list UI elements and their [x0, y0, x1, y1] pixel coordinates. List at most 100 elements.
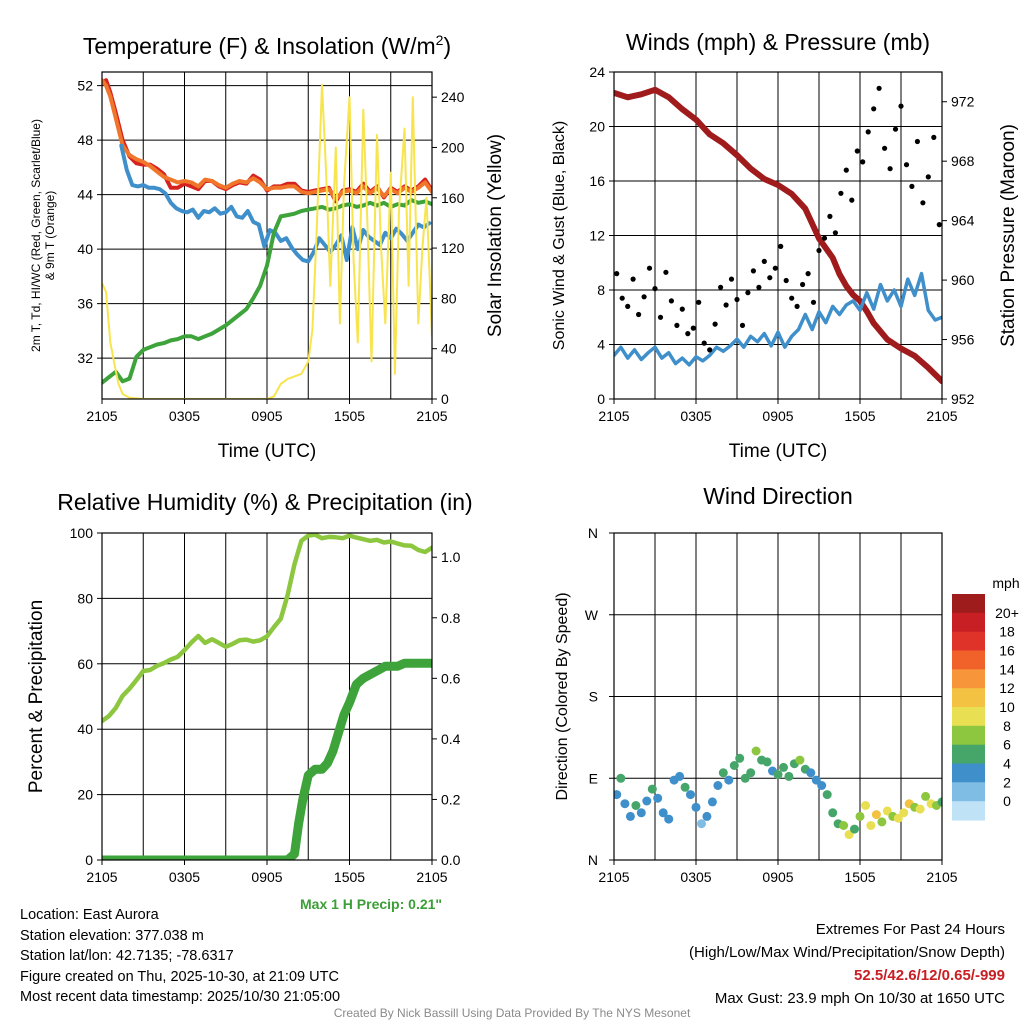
series-gust — [657, 314, 664, 320]
chart-title-superscript: 2 — [436, 32, 444, 48]
series-gust — [652, 286, 658, 292]
wind-direction-point — [729, 761, 739, 770]
chart-title-main: Temperature (F) & Insolation (W/m — [83, 33, 436, 59]
colorbar-label: 8 — [1003, 718, 1011, 734]
x-tick-label: 2105 — [598, 869, 629, 885]
series-gust — [663, 269, 669, 275]
y-axis-label: Direction (Colored By Speed) — [554, 592, 571, 800]
y2-tick-label: 0.6 — [441, 670, 461, 686]
wind-direction-point — [877, 817, 887, 827]
colorbar-label: 12 — [999, 680, 1015, 696]
colorbar-title: mph — [992, 575, 1019, 591]
station-location: Location: East Aurora — [20, 907, 159, 923]
wind-direction-point — [616, 773, 626, 783]
wind-direction-point — [636, 808, 646, 818]
series-gust — [712, 321, 718, 327]
wind-direction-point — [707, 797, 717, 807]
colorbar-swatch — [952, 594, 985, 614]
station-elevation: Station elevation: 377.038 m — [20, 927, 204, 944]
y-tick-label: W — [585, 607, 599, 623]
y-tick-label: 60 — [77, 656, 93, 672]
y2-tick-label: 0.4 — [441, 731, 461, 747]
series-gust — [920, 200, 926, 206]
y-tick-label: 16 — [589, 173, 605, 189]
wind-direction-point — [647, 784, 657, 794]
max-hourly-precip-label: Max 1 H Precip: 0.21" — [300, 896, 443, 912]
series-gust — [838, 190, 844, 196]
y-tick-label: 12 — [589, 228, 605, 244]
x-tick-label: 2105 — [86, 869, 117, 885]
chart-title: Relative Humidity (%) & Precipitation (i… — [57, 489, 472, 515]
y-tick-label: 40 — [77, 721, 93, 737]
series-gust — [849, 197, 855, 203]
series-gust — [832, 230, 839, 236]
series-gust — [914, 138, 921, 145]
colorbar-swatch — [952, 688, 985, 708]
colorbar-swatch — [952, 801, 985, 821]
wind-direction-point — [735, 753, 745, 763]
wind-direction-point — [740, 773, 750, 783]
wind-direction-point — [653, 793, 663, 803]
y2-tick-label: 956 — [951, 332, 975, 348]
colorbar-swatch — [952, 631, 985, 651]
series-gust — [756, 284, 762, 290]
extremes-values: 52.5/42.6/12/0.65/-999 — [854, 967, 1005, 984]
wind-direction-point — [658, 808, 668, 818]
wind-direction-points — [614, 746, 942, 840]
series-gust — [701, 340, 707, 346]
wind-direction-point — [680, 782, 690, 792]
figure-created: Figure created on Thu, 2025-10-30, at 21… — [20, 968, 339, 985]
x-tick-label: 0905 — [762, 408, 793, 424]
y-axis-label: & 9m T (Orange) — [43, 191, 57, 281]
colorbar-label: 0 — [1003, 793, 1011, 809]
max-gust: Max Gust: 23.9 mph On 10/30 at 1650 UTC — [714, 990, 1005, 1007]
series-gust — [887, 166, 893, 172]
series-gust — [707, 347, 713, 353]
colorbar-label: 2 — [1003, 774, 1011, 790]
series-gust — [898, 103, 904, 109]
y2-tick-label: 40 — [441, 341, 457, 357]
series-gust — [903, 162, 910, 168]
y-tick-label: 0 — [85, 852, 93, 868]
series-gust — [685, 331, 691, 337]
wind-direction-point — [784, 771, 794, 781]
wind-direction-point — [861, 801, 870, 810]
series-gust — [789, 295, 795, 301]
wind-direction-point — [795, 755, 805, 765]
series-gust — [860, 159, 866, 165]
series-gust — [696, 299, 702, 305]
series-gust — [805, 271, 811, 277]
wind-direction-point — [675, 771, 685, 781]
y-tick-label: 36 — [77, 296, 93, 312]
series-sonic-wind — [614, 271, 942, 367]
x-tick-label: 1505 — [844, 408, 875, 424]
series-gust — [625, 303, 631, 309]
series-station-pressure — [614, 86, 942, 385]
series-gust — [723, 302, 729, 308]
series-gust — [865, 129, 871, 135]
colorbar-swatch — [952, 725, 985, 746]
wind-direction-point — [855, 811, 865, 821]
wind-direction-point — [844, 830, 854, 840]
series-precipitation — [102, 658, 432, 860]
most-recent-timestamp: Most recent data timestamp: 2025/10/30 2… — [20, 989, 341, 1005]
series-gust — [794, 303, 800, 309]
y2-tick-label: 80 — [441, 290, 457, 306]
wind-direction-point — [866, 821, 876, 830]
chart-title-end: ) — [443, 33, 451, 59]
y-axis-label: Sonic Wind & Gust (Blue, Black) — [551, 121, 568, 350]
y-tick-label: 0 — [597, 391, 605, 407]
colorbar-label: 6 — [1003, 737, 1011, 753]
y2-axis-label: Station Pressure (Maroon) — [998, 124, 1019, 347]
wind-direction-point — [921, 791, 931, 801]
x-tick-label: 2105 — [926, 869, 957, 885]
wind-direction-point — [773, 770, 783, 780]
wind-direction-point — [713, 781, 723, 790]
colorbar-swatch — [952, 612, 985, 633]
x-tick-label: 1505 — [334, 869, 365, 885]
x-tick-label: 2105 — [416, 869, 447, 885]
series-gust — [641, 294, 647, 300]
series-gust — [668, 298, 675, 304]
series-gust — [843, 167, 849, 173]
